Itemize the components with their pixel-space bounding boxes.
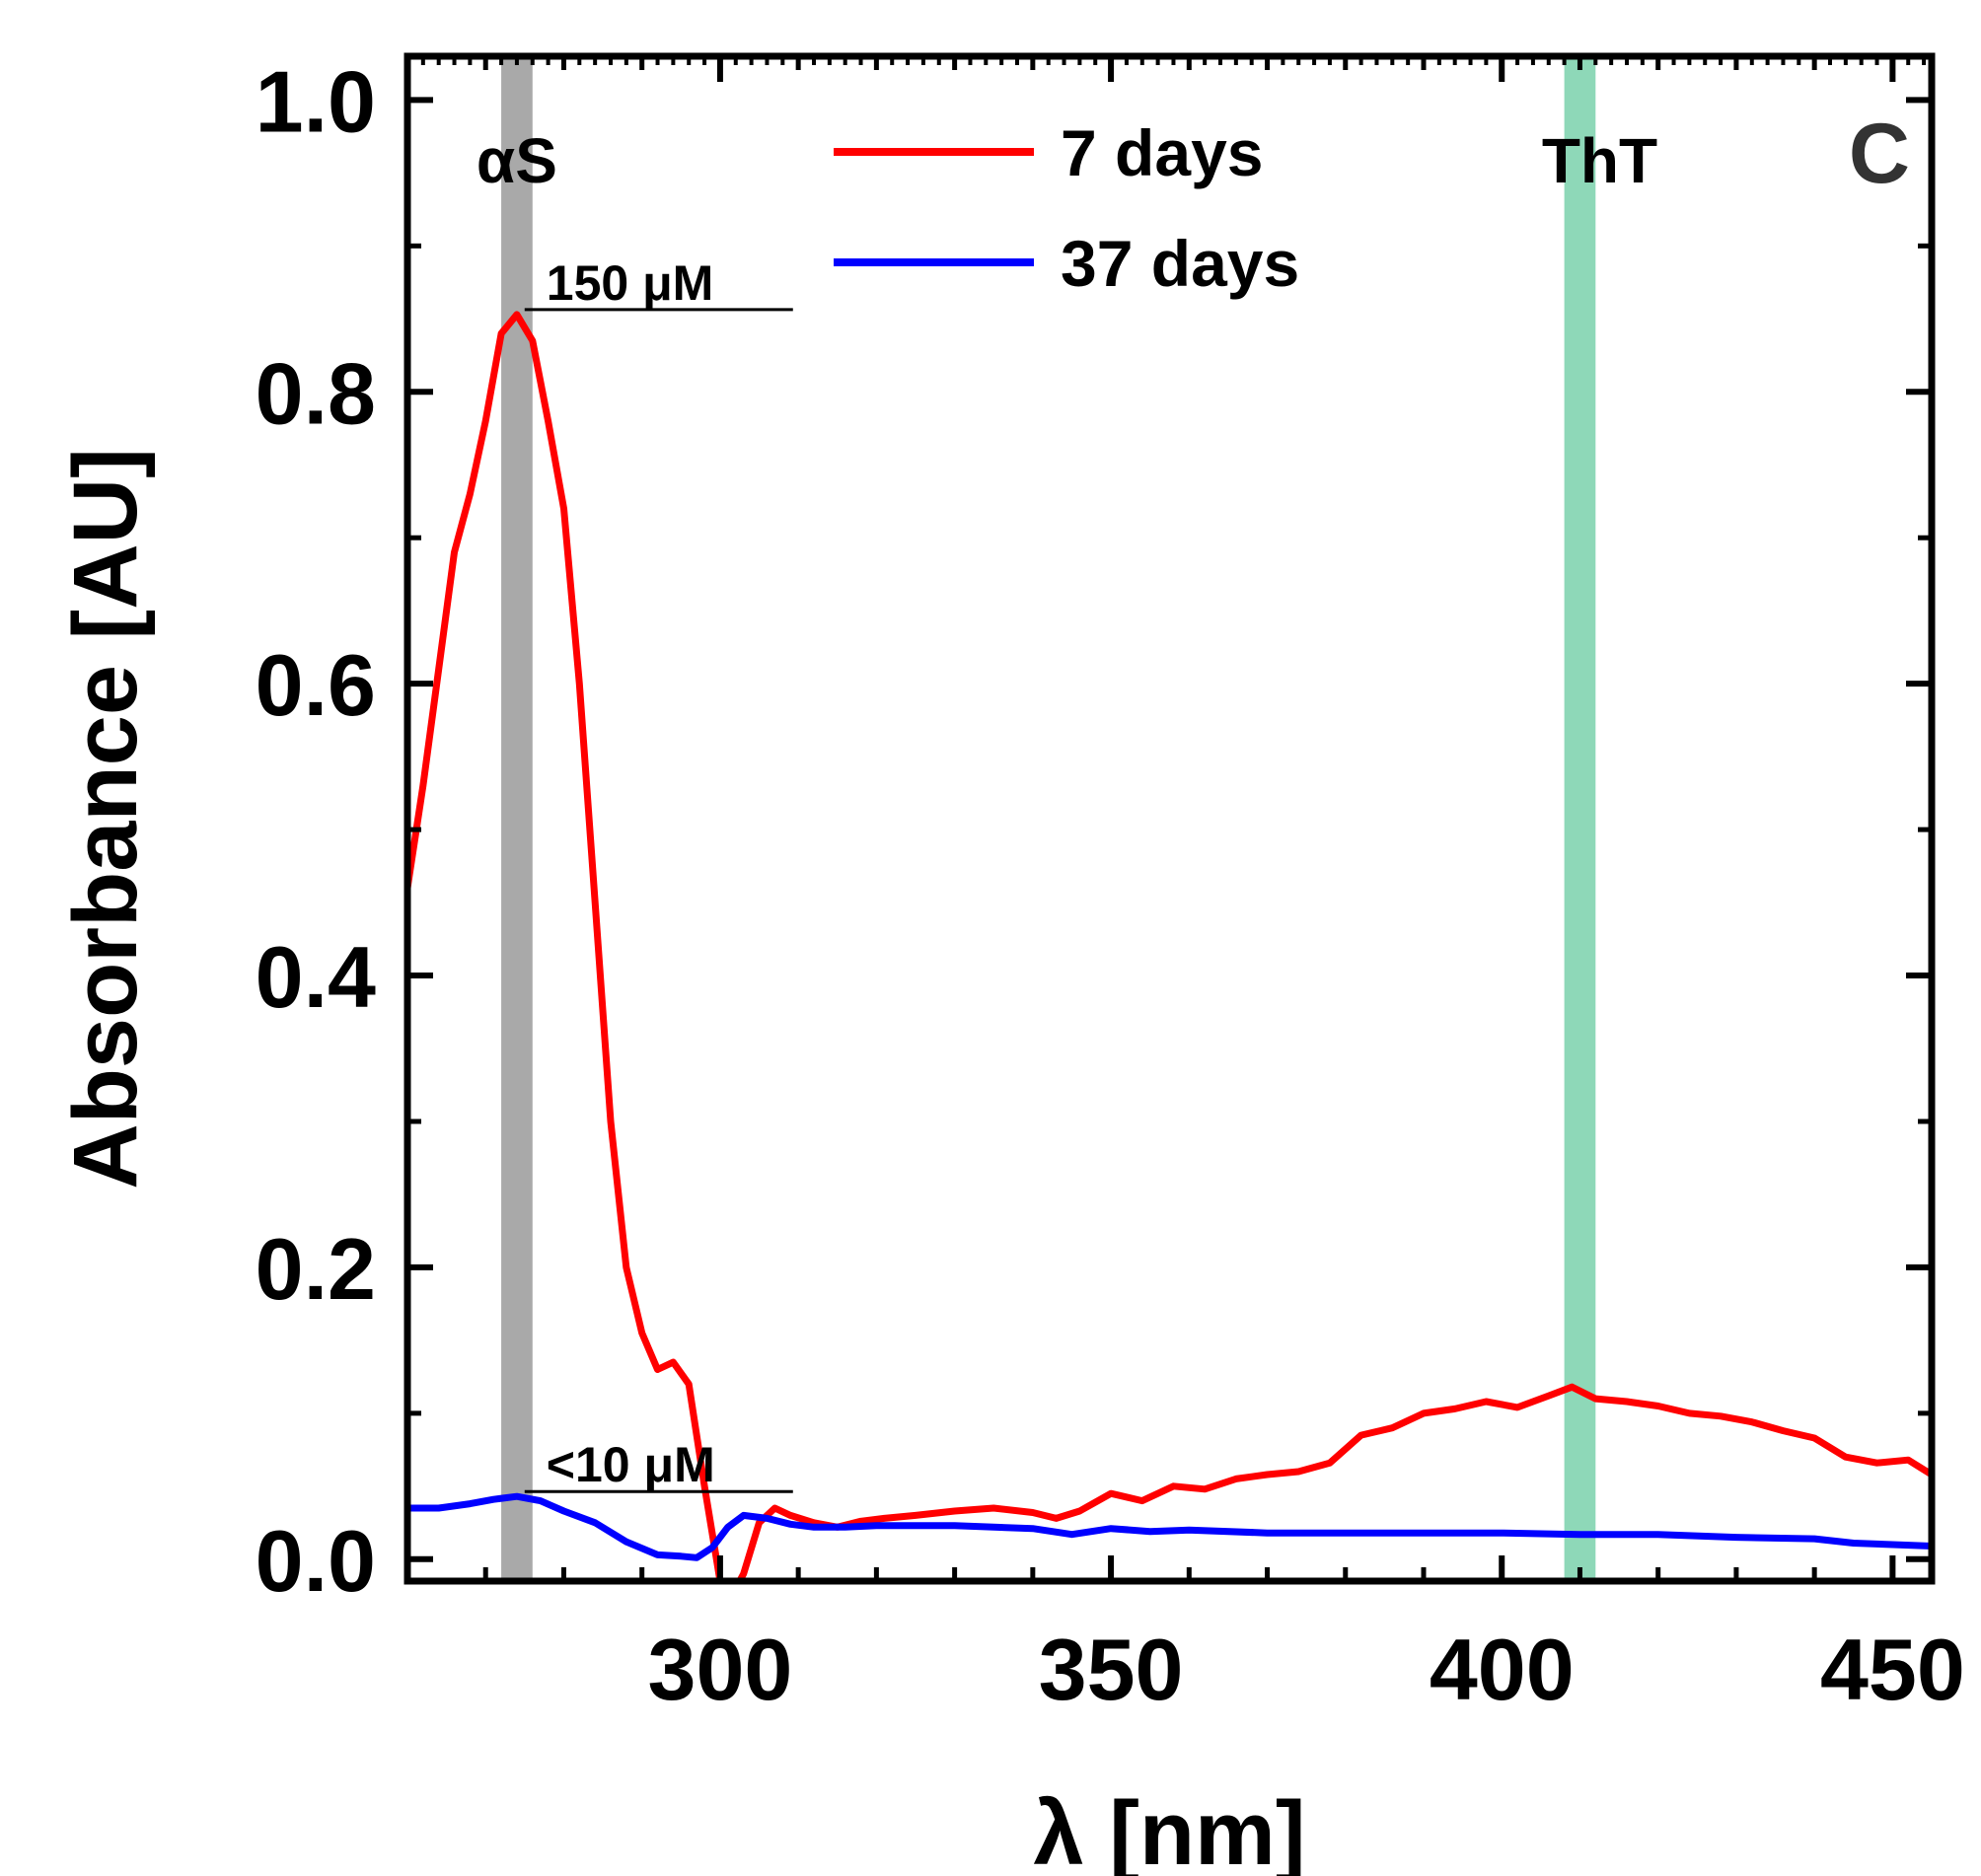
series-line-37-days bbox=[407, 1492, 1932, 1561]
y-tick-label-0.0: 0.0 bbox=[256, 1512, 376, 1610]
series-line-7-days bbox=[407, 311, 1932, 1581]
annotation-lt-10-um: <10 μM bbox=[547, 1437, 715, 1492]
labels-layer: 300 350 400 450 0.0 0.2 0.4 0.6 0.8 1.0 150 μM <10 … bbox=[256, 52, 1965, 1718]
band-tht bbox=[1564, 56, 1596, 1581]
y-tick-label-0.2: 0.2 bbox=[256, 1220, 376, 1318]
band-label-alpha-s: αS bbox=[477, 125, 557, 196]
x-tick-label-450: 450 bbox=[1820, 1621, 1965, 1718]
plot-frame bbox=[404, 52, 1936, 1585]
x-tick-label-400: 400 bbox=[1430, 1621, 1575, 1718]
x-tick-label-350: 350 bbox=[1039, 1621, 1184, 1718]
y-tick-label-0.4: 0.4 bbox=[256, 928, 376, 1026]
legend-label-37-days: 37 days bbox=[1061, 227, 1299, 300]
annotation-150-um: 150 μM bbox=[547, 255, 714, 311]
legend: 7 days 37 days bbox=[834, 116, 1299, 300]
band-alpha-s bbox=[501, 56, 533, 1581]
x-axis-title: λ [nm] bbox=[1034, 1783, 1306, 1876]
panel-label: C bbox=[1849, 107, 1910, 201]
y-tick-label-0.8: 0.8 bbox=[256, 344, 376, 442]
y-tick-label-1.0: 1.0 bbox=[256, 52, 376, 150]
band-label-tht: ThT bbox=[1542, 125, 1657, 196]
series-layer bbox=[407, 311, 1932, 1581]
y-tick-label-0.6: 0.6 bbox=[256, 636, 376, 734]
x-tick-label-300: 300 bbox=[648, 1621, 793, 1718]
y-axis-title: Absorbance [AU] bbox=[55, 448, 156, 1189]
legend-label-7-days: 7 days bbox=[1061, 116, 1263, 189]
